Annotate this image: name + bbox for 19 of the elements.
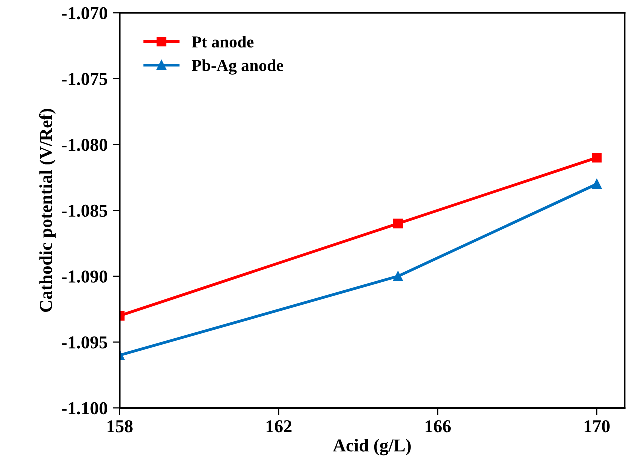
y-tick-label: -1.070 <box>62 7 108 20</box>
point <box>592 153 602 163</box>
y-tick-label: -1.080 <box>62 139 108 152</box>
x-tick-label: 170 <box>584 420 610 433</box>
point <box>393 218 404 229</box>
point <box>393 272 404 282</box>
y-tick-label: -1.095 <box>62 336 108 349</box>
x-axis-title: Acid (g/L) <box>333 439 411 456</box>
y-tick-label: -1.075 <box>62 73 108 86</box>
point <box>592 179 602 190</box>
y-tick-label: -1.085 <box>62 204 108 218</box>
x-tick-label: 166 <box>426 420 452 433</box>
x-tick-label: 162 <box>266 420 292 433</box>
y-axis-title: Cathodic potential (V/Ref) <box>39 109 56 312</box>
y-tick-label: -1.090 <box>62 270 108 283</box>
legend-label: Pt anode <box>192 36 254 48</box>
y-tick-label: -1.100 <box>62 402 108 415</box>
x-tick-label: 158 <box>108 420 133 433</box>
legend-label: Pb-Ag anode <box>192 60 284 75</box>
